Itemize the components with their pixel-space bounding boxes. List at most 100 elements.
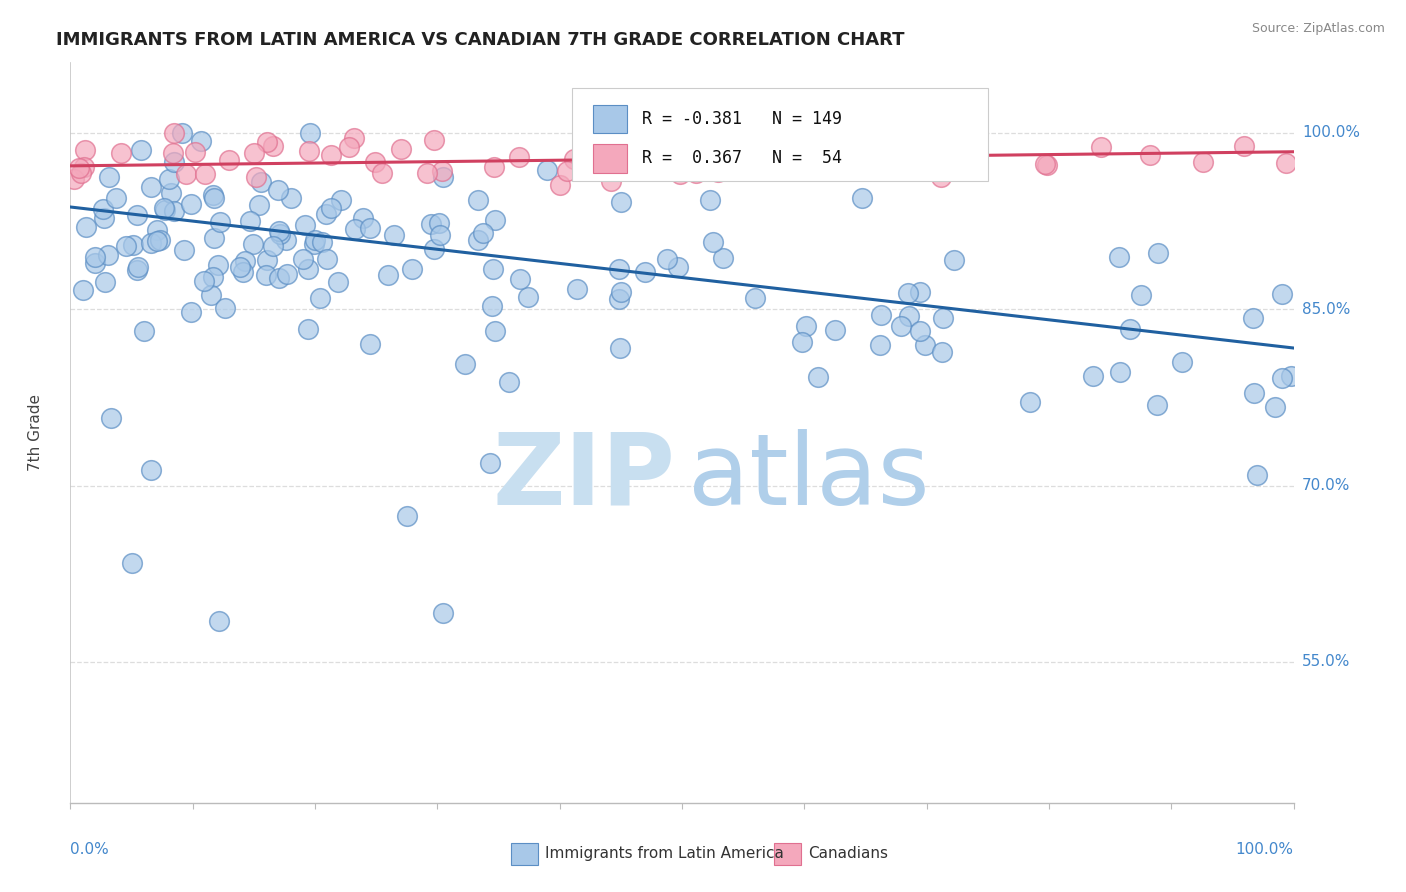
Point [661, 152, 683, 166]
Point [163, 204, 186, 219]
Point [202, 269, 225, 284]
Text: 85.0%: 85.0% [1302, 301, 1350, 317]
Point [115, 238, 138, 252]
Point [908, 324, 931, 338]
Point [269, 271, 291, 285]
Point [209, 215, 232, 229]
Point [239, 214, 262, 228]
Point [180, 197, 202, 211]
Point [208, 614, 231, 628]
Point [1090, 139, 1112, 153]
Point [180, 305, 202, 319]
Point [269, 227, 291, 241]
Point [830, 143, 852, 157]
Point [326, 276, 349, 290]
Point [202, 231, 225, 245]
Point [243, 145, 266, 160]
Point [869, 308, 891, 322]
Point [1119, 322, 1142, 336]
Point [315, 252, 337, 267]
Point [297, 262, 319, 277]
Point [897, 286, 920, 301]
Point [127, 260, 149, 274]
Point [73, 144, 96, 158]
Point [232, 265, 254, 279]
Point [170, 126, 193, 140]
Point [862, 143, 884, 157]
Point [173, 243, 195, 257]
Point [1271, 370, 1294, 384]
Point [607, 292, 630, 306]
FancyBboxPatch shape [572, 88, 987, 181]
Point [153, 201, 176, 215]
Text: 0.0%: 0.0% [70, 842, 110, 856]
Point [294, 218, 316, 232]
Point [481, 299, 503, 313]
Point [330, 193, 353, 207]
Text: Immigrants from Latin America: Immigrants from Latin America [546, 846, 783, 861]
Point [454, 357, 477, 371]
Point [686, 145, 709, 160]
Text: Canadians: Canadians [808, 846, 889, 861]
Point [72, 283, 94, 297]
Text: 70.0%: 70.0% [1302, 478, 1350, 493]
Point [562, 152, 585, 166]
Text: atlas: atlas [688, 428, 929, 525]
Point [218, 153, 240, 167]
Point [942, 252, 965, 267]
Point [262, 138, 284, 153]
Point [250, 175, 273, 189]
Point [702, 235, 724, 250]
Point [432, 170, 454, 185]
Point [267, 183, 290, 197]
Point [299, 126, 322, 140]
Point [655, 252, 678, 267]
Point [377, 268, 399, 283]
Point [69, 166, 91, 180]
Point [193, 274, 215, 288]
Point [129, 143, 152, 157]
Point [202, 191, 225, 205]
Point [76, 220, 98, 235]
Point [484, 213, 506, 227]
Point [229, 260, 252, 274]
Point [160, 186, 183, 200]
Point [233, 254, 256, 268]
Point [139, 463, 162, 477]
Point [84, 250, 107, 264]
Point [582, 156, 605, 170]
Point [600, 174, 623, 188]
Point [162, 146, 184, 161]
FancyBboxPatch shape [510, 843, 537, 865]
Point [139, 180, 162, 194]
Point [432, 607, 454, 621]
Point [276, 267, 298, 281]
Point [91, 202, 114, 216]
Point [472, 227, 495, 241]
Point [855, 144, 877, 158]
Point [588, 141, 610, 155]
Text: ZIP: ZIP [494, 428, 676, 525]
Point [498, 375, 520, 389]
Point [97, 247, 120, 261]
Text: R =  0.367   N =  54: R = 0.367 N = 54 [641, 150, 842, 168]
Point [73, 161, 96, 175]
Point [610, 194, 633, 209]
Point [190, 134, 212, 148]
Point [1275, 156, 1298, 170]
Point [343, 131, 366, 145]
Point [256, 253, 278, 268]
FancyBboxPatch shape [592, 145, 627, 172]
Point [389, 142, 412, 156]
Point [565, 281, 588, 295]
Point [806, 370, 828, 384]
Point [467, 193, 489, 207]
Text: 7th Grade: 7th Grade [28, 394, 44, 471]
Point [174, 167, 197, 181]
Point [1192, 155, 1215, 169]
Point [423, 133, 446, 147]
Point [359, 337, 381, 351]
Point [516, 290, 538, 304]
Point [792, 334, 814, 349]
Point [153, 202, 176, 217]
